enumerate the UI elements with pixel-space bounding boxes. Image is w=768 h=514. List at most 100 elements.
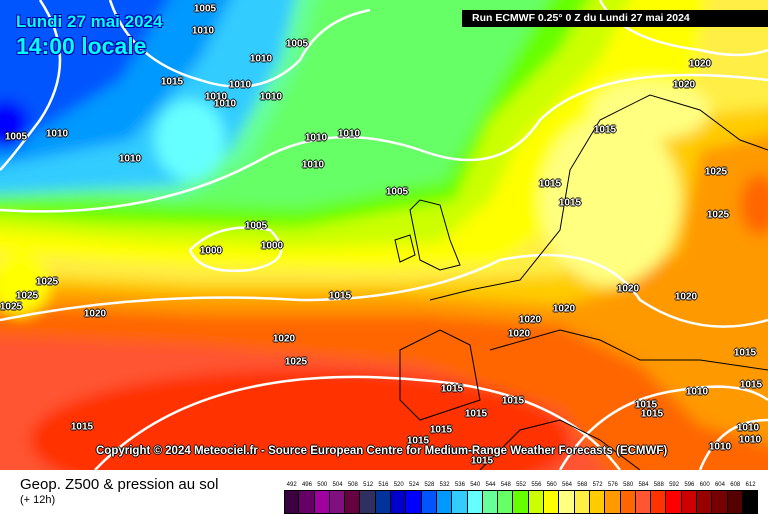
- scale-label: 508: [347, 482, 358, 488]
- isobar-label: 1020: [616, 283, 640, 295]
- scale-step: 568: [574, 480, 590, 514]
- isobar-label: 1015: [160, 76, 184, 88]
- scale-swatch: [666, 490, 682, 514]
- scale-swatch: [742, 490, 759, 514]
- isobar-label: 1015: [470, 455, 494, 467]
- scale-step: 588: [651, 480, 667, 514]
- isobar-label: 1015: [70, 421, 94, 433]
- isobar-label: 1010: [304, 132, 328, 144]
- isobar-label: 1010: [213, 98, 237, 110]
- scale-step: 536: [452, 480, 468, 514]
- scale-step: 524: [406, 480, 422, 514]
- isobar-label: 1000: [260, 240, 284, 252]
- scale-swatch: [727, 490, 743, 514]
- isobar-label: 1005: [285, 38, 309, 50]
- scale-label: 560: [546, 482, 557, 488]
- scale-label: 584: [638, 482, 649, 488]
- scale-label: 492: [286, 482, 297, 488]
- scale-step: 496: [299, 480, 315, 514]
- isobar-label: 1010: [204, 91, 228, 103]
- scale-label: 532: [439, 482, 450, 488]
- isobar-label: 1015: [538, 178, 562, 190]
- scale-label: 548: [500, 482, 511, 488]
- scale-step: 600: [697, 480, 713, 514]
- isobar-label: 1020: [552, 303, 576, 315]
- scale-label: 580: [623, 482, 634, 488]
- scale-label: 496: [301, 482, 312, 488]
- scale-step: 596: [681, 480, 698, 514]
- isobar-label: 1015: [634, 399, 658, 411]
- scale-swatch: [712, 490, 728, 514]
- scale-label: 600: [699, 482, 710, 488]
- isobar-label: 1015: [406, 435, 430, 447]
- isobar-label: 1025: [0, 301, 23, 313]
- scale-label: 576: [607, 482, 618, 488]
- scale-swatch: [452, 490, 468, 514]
- scale-swatch: [284, 490, 300, 514]
- scale-label: 572: [592, 482, 603, 488]
- legend-subtitle: (+ 12h): [20, 494, 56, 506]
- scale-swatch: [559, 490, 575, 514]
- isobar-label: 1020: [688, 58, 712, 70]
- isobar-label: 1010: [228, 79, 252, 91]
- scale-step: 564: [559, 480, 575, 514]
- scale-step: 544: [482, 480, 499, 514]
- isobar-label: 1015: [501, 395, 525, 407]
- scale-step: 580: [620, 480, 636, 514]
- weather-map: Lundi 27 mai 2024 14:00 locale Run ECMWF…: [0, 0, 768, 470]
- isobar-label: 1020: [83, 308, 107, 320]
- scale-swatch: [681, 490, 698, 514]
- scale-swatch: [620, 490, 636, 514]
- isobar-label: 1020: [672, 79, 696, 91]
- isobar-label: 1010: [118, 153, 142, 165]
- scale-swatch: [314, 490, 330, 514]
- isobar-label: 1015: [440, 383, 464, 395]
- isobar-label: 1010: [45, 128, 69, 140]
- scale-swatch: [421, 490, 437, 514]
- scale-swatch: [528, 490, 545, 514]
- scale-swatch: [467, 490, 483, 514]
- scale-step: 500: [314, 480, 330, 514]
- isobar-label: 1010: [191, 25, 215, 37]
- scale-swatch: [406, 490, 422, 514]
- geopotential-field: [0, 0, 768, 470]
- isobar-label: 1015: [328, 290, 352, 302]
- scale-step: 532: [436, 480, 453, 514]
- scale-swatch: [697, 490, 713, 514]
- scale-step: 512: [360, 480, 376, 514]
- isobar-label: 1025: [15, 290, 39, 302]
- isobar-label: 1010: [738, 434, 762, 446]
- scale-swatch: [544, 490, 560, 514]
- isobar-label: 1005: [4, 131, 28, 143]
- isobar-label: 1015: [558, 197, 582, 209]
- coastlines: [394, 94, 768, 470]
- isobar-label: 1010: [736, 422, 760, 434]
- isobar-label: 1010: [249, 53, 273, 65]
- scale-swatch: [513, 490, 529, 514]
- model-run-banner: Run ECMWF 0.25° 0 Z du Lundi 27 mai 2024: [462, 10, 768, 27]
- scale-step: 612: [742, 480, 759, 514]
- scale-step: 508: [345, 480, 361, 514]
- scale-step: 572: [589, 480, 606, 514]
- isobar-label: 1015: [739, 379, 763, 391]
- color-scale: 492 496 500 504 508 512 516 520 524 528 532 536 540 5…: [284, 480, 759, 514]
- scale-step: 528: [421, 480, 437, 514]
- scale-label: 524: [409, 482, 420, 488]
- isobar-label: 1005: [385, 186, 409, 198]
- scale-swatch: [482, 490, 499, 514]
- scale-label: 552: [516, 482, 527, 488]
- scale-swatch: [498, 490, 514, 514]
- scale-swatch: [436, 490, 453, 514]
- isobar-label: 1015: [429, 424, 453, 436]
- scale-step: 548: [498, 480, 514, 514]
- scale-swatch: [329, 490, 346, 514]
- isobar-label: 1025: [284, 356, 308, 368]
- isobar-label: 1005: [193, 3, 217, 15]
- scale-step: 516: [375, 480, 392, 514]
- scale-step: 560: [544, 480, 560, 514]
- scale-step: 552: [513, 480, 529, 514]
- isobar-label: 1010: [301, 159, 325, 171]
- isobar-label: 1025: [35, 276, 59, 288]
- scale-label: 612: [745, 482, 756, 488]
- scale-label: 536: [454, 482, 465, 488]
